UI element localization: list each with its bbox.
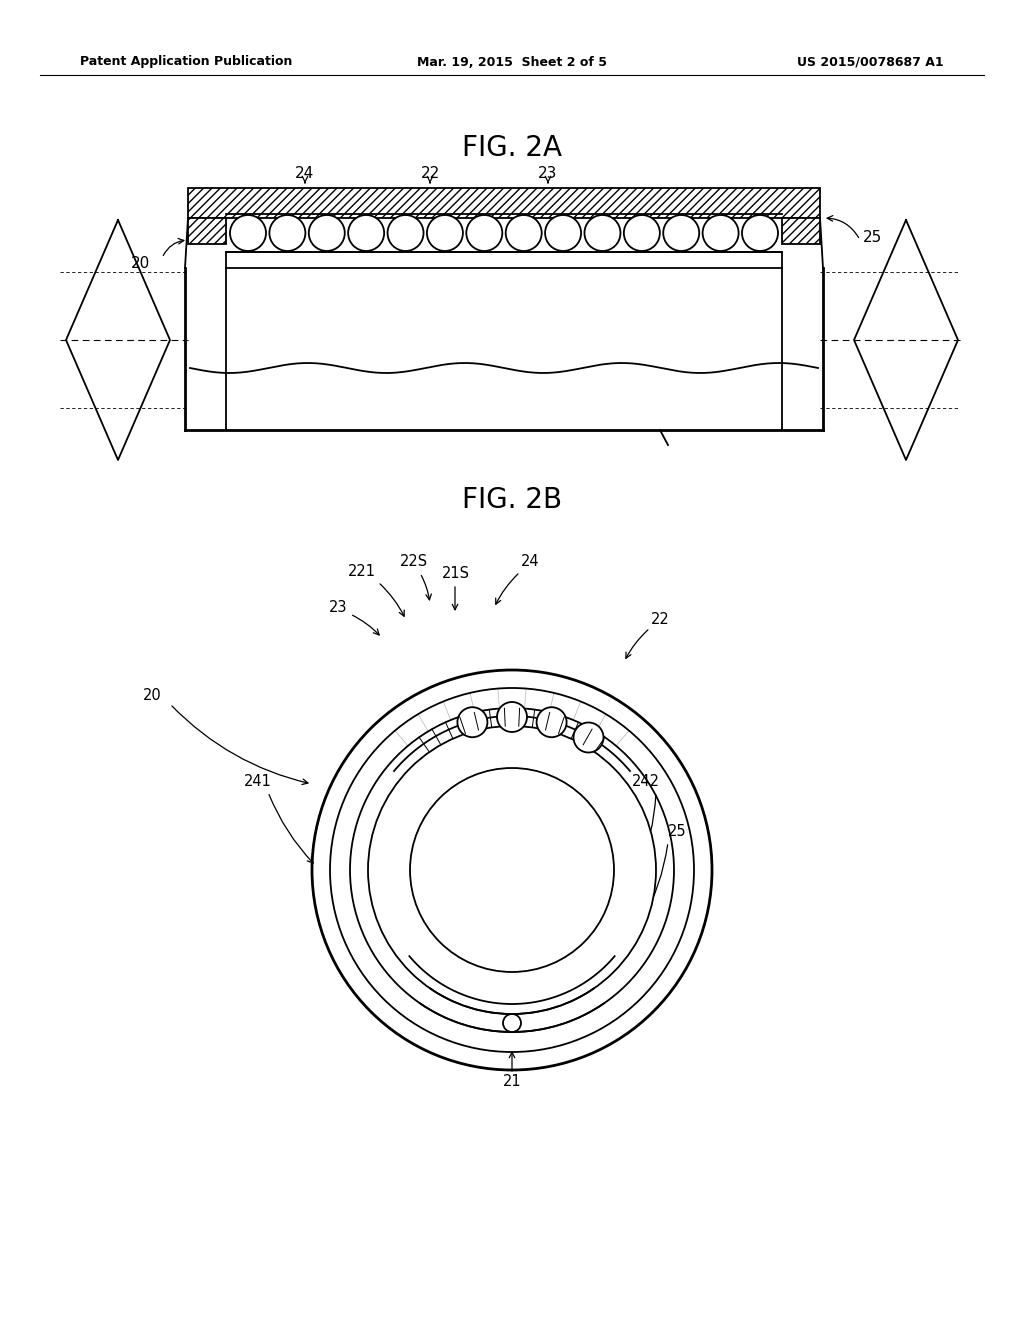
Text: 22: 22 bbox=[650, 612, 670, 627]
Circle shape bbox=[350, 708, 674, 1032]
Circle shape bbox=[427, 215, 463, 251]
Text: 20: 20 bbox=[130, 256, 150, 272]
Circle shape bbox=[742, 215, 778, 251]
Text: 23: 23 bbox=[539, 166, 558, 181]
Text: 24: 24 bbox=[520, 554, 540, 569]
Text: 242: 242 bbox=[632, 775, 660, 789]
Circle shape bbox=[368, 726, 656, 1014]
Circle shape bbox=[497, 702, 527, 733]
Text: 25: 25 bbox=[668, 825, 687, 840]
Text: FIG. 2B: FIG. 2B bbox=[462, 486, 562, 513]
Text: 20: 20 bbox=[142, 689, 162, 704]
Circle shape bbox=[348, 215, 384, 251]
Text: 24: 24 bbox=[295, 166, 314, 181]
Circle shape bbox=[585, 215, 621, 251]
Text: FIG. 2A: FIG. 2A bbox=[462, 135, 562, 162]
Text: 22S: 22S bbox=[400, 554, 428, 569]
Bar bbox=[188, 218, 226, 244]
Bar bbox=[226, 252, 782, 268]
Bar bbox=[188, 187, 820, 218]
Circle shape bbox=[702, 215, 738, 251]
Text: Patent Application Publication: Patent Application Publication bbox=[80, 55, 293, 69]
Text: 25: 25 bbox=[863, 231, 883, 246]
Circle shape bbox=[624, 215, 659, 251]
Bar bbox=[188, 187, 820, 218]
Circle shape bbox=[573, 722, 603, 752]
Circle shape bbox=[537, 708, 566, 737]
Circle shape bbox=[664, 215, 699, 251]
Text: US 2015/0078687 A1: US 2015/0078687 A1 bbox=[798, 55, 944, 69]
Text: 22: 22 bbox=[421, 166, 439, 181]
Circle shape bbox=[545, 215, 581, 251]
Circle shape bbox=[330, 688, 694, 1052]
Text: 241: 241 bbox=[244, 775, 272, 789]
Circle shape bbox=[410, 768, 614, 972]
Circle shape bbox=[458, 708, 487, 737]
Circle shape bbox=[387, 215, 424, 251]
Circle shape bbox=[312, 671, 712, 1071]
Text: 21: 21 bbox=[503, 1074, 521, 1089]
Circle shape bbox=[230, 215, 266, 251]
Circle shape bbox=[506, 215, 542, 251]
Circle shape bbox=[466, 215, 503, 251]
Bar bbox=[782, 218, 820, 244]
Text: Mar. 19, 2015  Sheet 2 of 5: Mar. 19, 2015 Sheet 2 of 5 bbox=[417, 55, 607, 69]
Bar bbox=[782, 218, 820, 244]
Bar bbox=[188, 218, 226, 244]
Text: 23: 23 bbox=[329, 601, 347, 615]
Circle shape bbox=[269, 215, 305, 251]
Circle shape bbox=[309, 215, 345, 251]
Text: 221: 221 bbox=[348, 565, 376, 579]
Text: 21S: 21S bbox=[442, 566, 470, 582]
Circle shape bbox=[503, 1014, 521, 1032]
